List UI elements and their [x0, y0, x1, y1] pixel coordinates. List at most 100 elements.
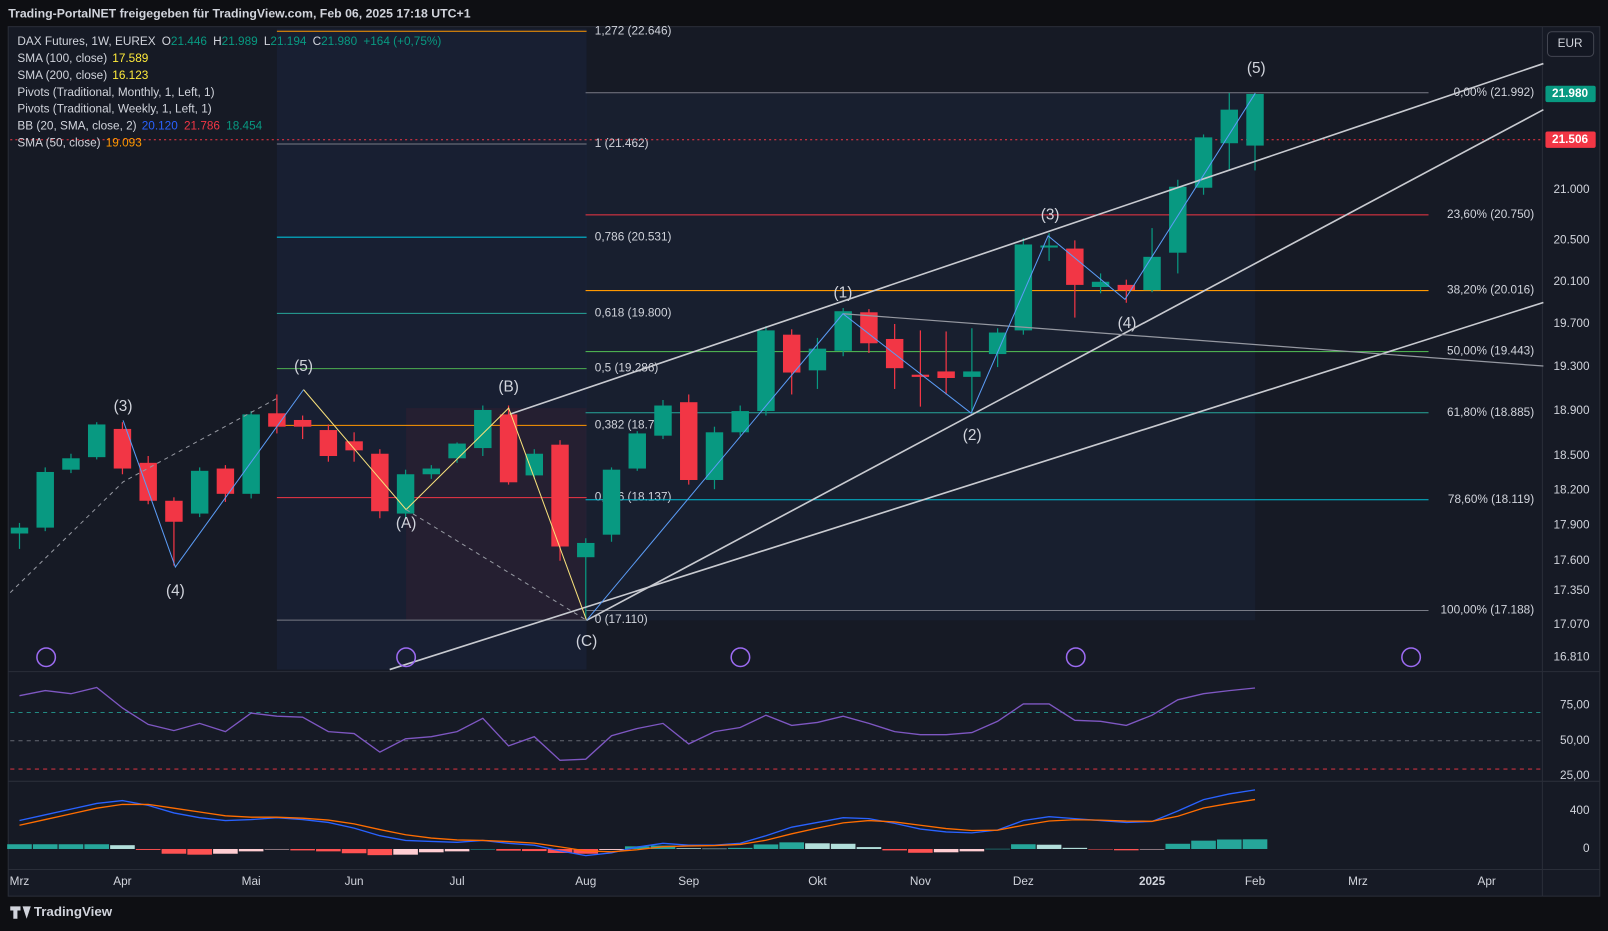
- candle-body: [62, 458, 80, 470]
- histogram-bar: [1242, 839, 1268, 849]
- wave-label: (B): [498, 379, 519, 396]
- chart-title: Trading-PortalNET freigegeben für Tradin…: [8, 7, 470, 21]
- x-tick-label: Sep: [678, 875, 699, 888]
- wave-label: (C): [576, 633, 597, 650]
- candle-body: [268, 413, 286, 427]
- histogram-bar: [1216, 839, 1242, 849]
- histogram-bar: [779, 842, 804, 849]
- legend-label: L: [264, 35, 271, 48]
- y-tick-label: 17.350: [1553, 584, 1589, 597]
- histogram-bar: [7, 844, 32, 849]
- fib-label: 78,60% (18.119): [1448, 493, 1534, 506]
- fib-label: 0,618 (19.800): [595, 306, 672, 319]
- candle-body: [963, 371, 981, 377]
- wave-line: [586, 93, 1256, 621]
- histogram-bar: [1062, 847, 1088, 849]
- candle-body: [577, 542, 595, 558]
- legend-value: 19.093: [106, 137, 142, 150]
- candle-body: [1117, 284, 1136, 291]
- wave-label: (4): [166, 583, 185, 600]
- histogram-bar: [419, 848, 444, 853]
- histogram-bar: [676, 848, 702, 849]
- fib-label: 100,00% (17.188): [1440, 604, 1534, 617]
- histogram-bar: [58, 844, 84, 849]
- y-tick-label: 18.500: [1553, 449, 1589, 462]
- histogram-bar: [521, 848, 547, 852]
- trend-line: [842, 313, 1544, 367]
- histogram-bar: [753, 844, 779, 849]
- histogram-bar: [727, 847, 753, 849]
- candle-body: [345, 441, 363, 451]
- candle-body: [1014, 244, 1033, 331]
- candle-body: [860, 312, 878, 344]
- signal-line: [19, 798, 1256, 853]
- fib-label: 61,80% (18.885): [1447, 406, 1534, 419]
- candle-body: [499, 414, 518, 483]
- currency[interactable]: EUR: [1558, 37, 1583, 50]
- y-tick-label: 21.000: [1553, 183, 1589, 196]
- candle-body: [10, 527, 29, 534]
- candle-body: [937, 371, 955, 378]
- trend-line: [509, 62, 1544, 416]
- currency-button[interactable]: [1546, 31, 1595, 57]
- legend-line: DAX Futures, 1W, EUREX O21.446 H21.989 L21.…: [17, 35, 441, 48]
- x-tick-label: Okt: [808, 875, 827, 888]
- candle-body: [293, 419, 312, 427]
- y-tick-label: 19.700: [1553, 317, 1589, 330]
- legend-value: 17.589: [112, 52, 148, 65]
- histogram-bar: [830, 843, 856, 849]
- candle-body: [113, 428, 132, 469]
- price-tag: [1545, 85, 1596, 103]
- histogram-bar: [1114, 848, 1139, 851]
- histogram-bar: [110, 845, 135, 849]
- candle-body: [680, 402, 698, 480]
- candle-body: [731, 411, 749, 433]
- legend-label: SMA (50, close): [17, 137, 100, 150]
- fib-label: 0,5 (19.286): [595, 362, 659, 375]
- candle-body: [36, 471, 54, 528]
- legend-value: 16.123: [112, 69, 148, 82]
- histogram-bar: [470, 848, 496, 850]
- candle-body: [1169, 186, 1187, 253]
- histogram-bar: [933, 848, 959, 853]
- histogram-bar: [985, 848, 1010, 850]
- x-tick-label: Apr: [1478, 875, 1496, 888]
- fib-label: 50,00% (19.443): [1447, 345, 1534, 358]
- fib-label: 0 (17.110): [595, 613, 648, 626]
- x-tick-label: Feb: [1245, 875, 1266, 888]
- price-tag-label: 21.506: [1552, 133, 1588, 146]
- histogram-bar: [341, 848, 367, 854]
- legend-label: H: [213, 35, 222, 48]
- candle-body: [782, 334, 801, 373]
- candle-body: [319, 430, 338, 457]
- y-tick-label: 18.900: [1553, 404, 1589, 417]
- wave-label: (3): [1041, 206, 1060, 223]
- legend-line: Pivots (Traditional, Weekly, 1, Left, 1): [17, 103, 211, 116]
- fib-label: 1,272 (22.646): [595, 24, 672, 37]
- y-tick-label: 17.070: [1553, 618, 1589, 631]
- legend-value: 18.454: [226, 120, 262, 133]
- histogram-bar: [444, 848, 470, 852]
- x-tick-label: Aug: [575, 875, 596, 888]
- histogram-bar: [1088, 848, 1113, 850]
- candle-body: [371, 453, 389, 512]
- legend-value: 20.120: [142, 120, 178, 133]
- candle-body: [525, 453, 544, 476]
- histogram-bar: [32, 844, 58, 849]
- candle-body: [1194, 137, 1213, 188]
- candle-body: [654, 405, 672, 436]
- wave-label: (1): [834, 284, 853, 301]
- candle-body: [216, 468, 235, 494]
- histogram-bar: [1139, 848, 1165, 850]
- y-tick-label: 0: [1583, 842, 1590, 855]
- legend-value: +164 (+0,75%): [363, 35, 441, 48]
- y-tick-label: 20.500: [1553, 233, 1589, 246]
- histogram-bar: [1191, 840, 1216, 849]
- histogram-bar: [367, 848, 393, 856]
- histogram-bar: [187, 848, 212, 855]
- x-tick-label: Dez: [1013, 875, 1034, 888]
- wave-label: (5): [294, 358, 313, 375]
- candle-body: [1091, 281, 1110, 287]
